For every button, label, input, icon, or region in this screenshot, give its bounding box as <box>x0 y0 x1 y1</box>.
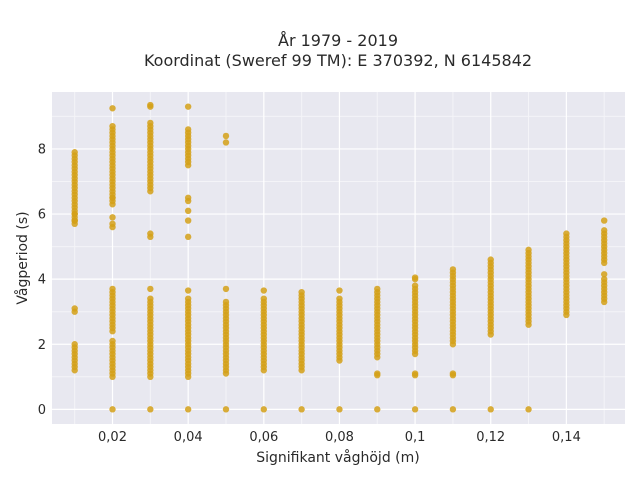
data-point <box>184 126 192 133</box>
x-tick-label: 0,04 <box>174 430 203 445</box>
data-point <box>71 149 78 156</box>
data-point <box>563 230 570 237</box>
data-points <box>71 101 608 413</box>
data-point <box>71 305 78 312</box>
y-tick-label: 2 <box>38 338 46 353</box>
data-point <box>449 266 457 273</box>
data-point <box>411 406 419 413</box>
chart-title: År 1979 - 2019 <box>278 31 398 50</box>
data-point <box>109 406 116 413</box>
data-point <box>184 406 192 413</box>
data-point <box>71 341 78 348</box>
data-point <box>449 370 457 377</box>
x-axis-label: Signifikant våghöjd (m) <box>256 449 419 466</box>
data-point <box>109 194 116 201</box>
x-tick-label: 0,1 <box>405 430 426 445</box>
data-point <box>222 285 230 293</box>
data-point <box>336 406 343 413</box>
data-point <box>109 122 116 130</box>
data-point <box>147 295 154 302</box>
data-point <box>525 406 532 413</box>
data-point <box>147 101 154 109</box>
y-tick-label: 6 <box>38 208 46 223</box>
data-point <box>147 406 154 413</box>
data-point <box>184 233 192 241</box>
data-point <box>487 256 494 263</box>
data-point <box>374 406 381 413</box>
data-point <box>184 217 192 224</box>
data-point <box>487 406 494 413</box>
data-point <box>109 285 116 293</box>
data-point <box>600 217 608 224</box>
data-point <box>109 220 116 228</box>
data-point <box>109 105 116 112</box>
data-point <box>411 274 419 281</box>
data-point <box>71 210 78 218</box>
data-point <box>147 230 154 237</box>
data-point <box>109 214 116 221</box>
data-point <box>109 337 116 345</box>
x-tick-label: 0,14 <box>552 430 581 445</box>
data-point <box>222 132 230 140</box>
data-point <box>71 217 78 224</box>
data-point <box>374 370 381 377</box>
data-point <box>298 288 305 296</box>
data-point <box>600 227 608 234</box>
data-point <box>260 406 268 413</box>
data-point <box>147 285 154 293</box>
data-point <box>298 406 305 413</box>
x-tick-label: 0,12 <box>476 430 505 445</box>
data-point <box>184 103 192 110</box>
data-point <box>411 370 419 377</box>
data-point <box>411 282 419 289</box>
data-point <box>184 207 192 215</box>
x-tick-label: 0,08 <box>325 430 354 445</box>
y-tick-label: 0 <box>38 403 46 418</box>
data-point <box>222 298 230 306</box>
x-tick-label: 0,06 <box>249 430 278 445</box>
y-tick-label: 8 <box>38 142 46 157</box>
data-point <box>336 287 343 294</box>
data-point <box>184 194 192 201</box>
chart-subtitle: Koordinat (Sweref 99 TM): E 370392, N 61… <box>144 51 532 70</box>
data-point <box>184 287 192 294</box>
y-axis-label: Vågperiod (s) <box>14 211 31 304</box>
data-point <box>600 275 608 283</box>
data-point <box>449 406 457 413</box>
data-point <box>525 246 532 254</box>
x-tick-label: 0,02 <box>98 430 127 445</box>
data-point <box>147 119 154 127</box>
data-point <box>600 271 608 278</box>
tick-labels: 0,02 0,04 0,06 0,08 0,1 0,12 0,14 0 2 4 6 8 <box>38 142 581 445</box>
data-point <box>260 287 268 294</box>
y-tick-label: 4 <box>38 273 46 288</box>
data-point <box>336 295 343 302</box>
data-point <box>222 139 230 146</box>
data-point <box>260 295 268 302</box>
data-point <box>374 285 381 293</box>
data-point <box>222 406 230 413</box>
plot-area <box>52 92 625 424</box>
data-point <box>184 295 192 302</box>
